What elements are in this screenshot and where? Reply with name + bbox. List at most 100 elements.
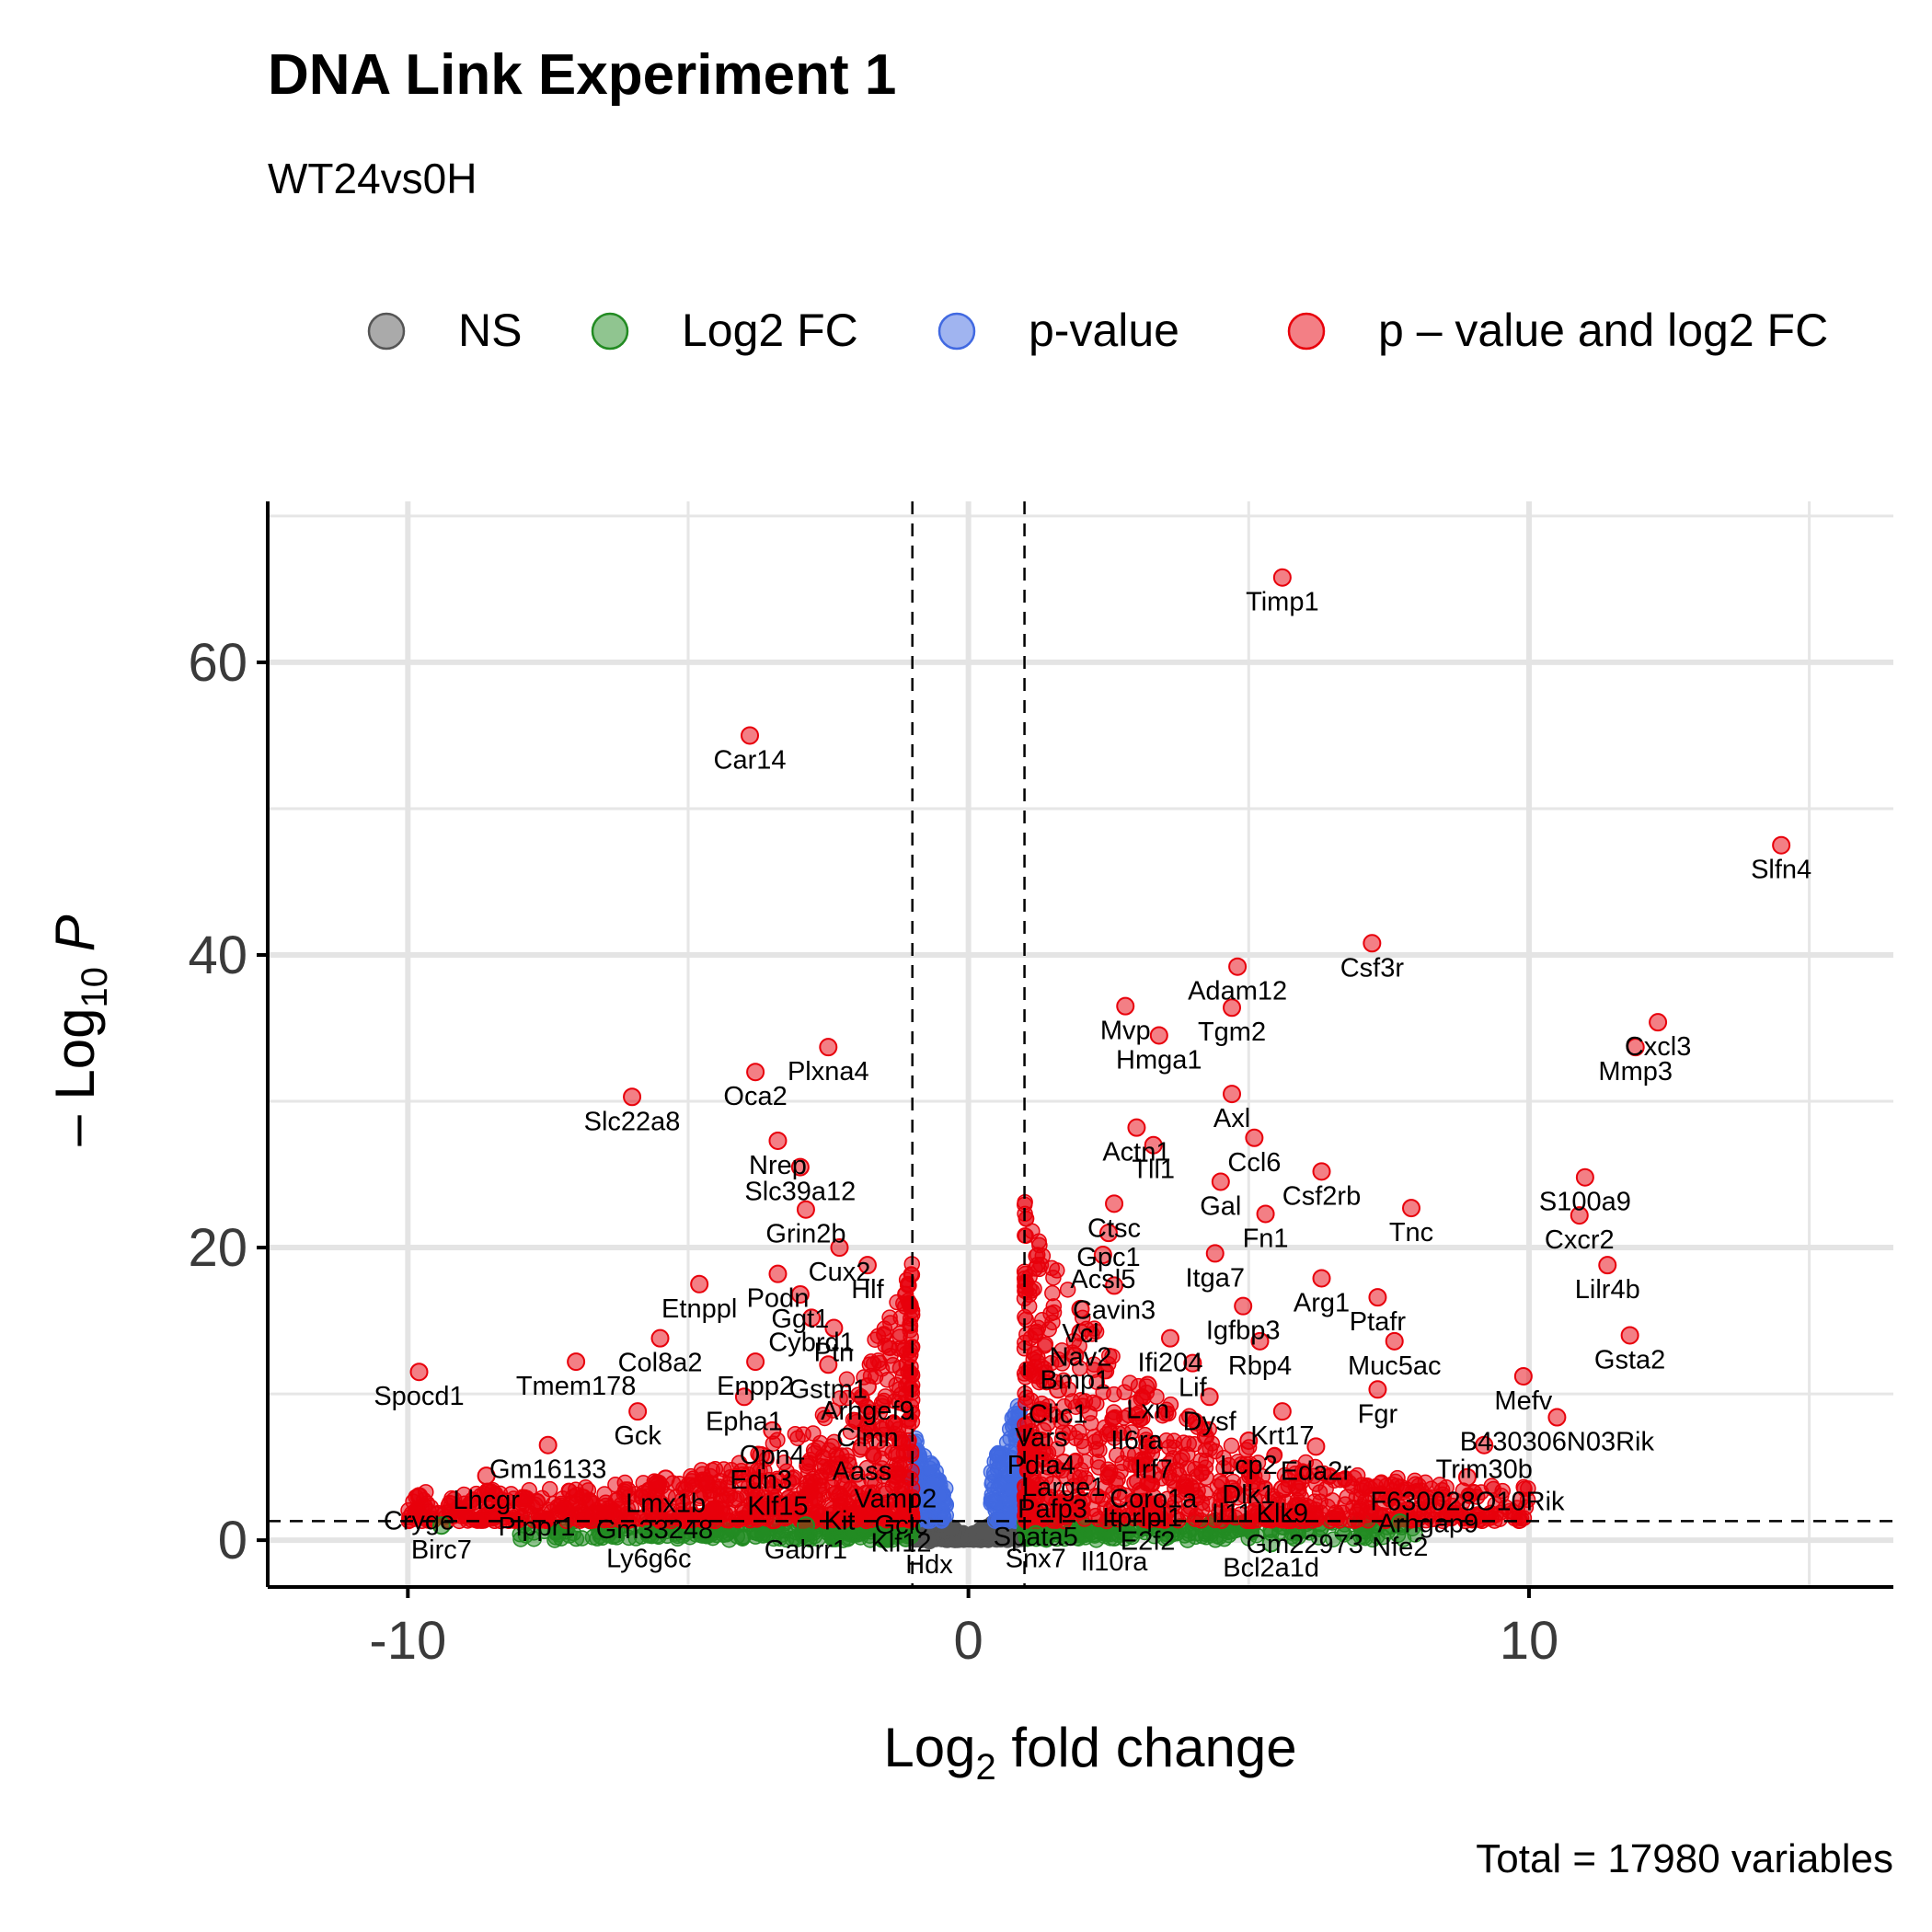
gene-point-gal xyxy=(1211,1172,1230,1191)
data-point xyxy=(1042,1305,1059,1322)
data-point xyxy=(1028,1327,1044,1344)
gene-label-il11: Il11 xyxy=(1212,1499,1253,1528)
gene-label-krt17: Krt17 xyxy=(1250,1421,1314,1451)
y-tick-label: 20 xyxy=(188,1218,247,1278)
data-point xyxy=(988,1446,1006,1463)
data-point xyxy=(750,1525,766,1542)
data-point xyxy=(1121,1374,1138,1391)
gene-point-oca2 xyxy=(746,1063,765,1082)
gene-label-csf2rb: Csf2rb xyxy=(1282,1181,1361,1211)
legend-marker-3 xyxy=(1287,312,1326,351)
data-point xyxy=(891,1328,908,1345)
gene-label-plxna4: Plxna4 xyxy=(788,1057,869,1087)
gene-label-lilr4b: Lilr4b xyxy=(1575,1275,1640,1305)
gene-point-kit xyxy=(830,1487,849,1506)
gene-point-slc22a8 xyxy=(623,1087,642,1107)
y-tick-label: 0 xyxy=(218,1511,247,1570)
gene-label-fn1: Fn1 xyxy=(1243,1224,1289,1253)
gene-point-tmem178 xyxy=(567,1352,586,1372)
gene-label-gm16133: Gm16133 xyxy=(489,1455,606,1485)
gene-point-actn1 xyxy=(1127,1118,1146,1137)
data-point xyxy=(1032,1256,1050,1273)
data-point xyxy=(1018,1210,1035,1227)
x-tick-label: -10 xyxy=(369,1611,446,1671)
gene-label-irf7: Irf7 xyxy=(1134,1455,1173,1485)
gene-point-csf2rb xyxy=(1312,1162,1331,1181)
gene-label-trim30b: Trim30b xyxy=(1436,1455,1533,1485)
data-point xyxy=(1312,1493,1328,1511)
data-point xyxy=(1197,1525,1213,1543)
gene-point-plppr1 xyxy=(527,1492,546,1512)
gene-label-slc39a12: Slc39a12 xyxy=(744,1178,856,1207)
gene-label-hlf: Hlf xyxy=(851,1275,884,1305)
gene-label-gsta2: Gsta2 xyxy=(1594,1345,1665,1374)
data-point xyxy=(1180,1435,1197,1452)
gene-point-arg1 xyxy=(1312,1269,1331,1288)
gene-label-klk9: Klk9 xyxy=(1257,1499,1308,1528)
gene-label-ptn: Ptn xyxy=(814,1339,855,1368)
gene-label-arhgef9: Arhgef9 xyxy=(821,1397,914,1426)
gene-point-podn xyxy=(768,1264,788,1283)
gene-label-plppr1: Plppr1 xyxy=(499,1512,576,1542)
caption: Total = 17980 variables xyxy=(1476,1836,1893,1881)
gene-label-il6ra: Il6ra xyxy=(1110,1426,1163,1455)
gene-label-kit: Kit xyxy=(824,1506,856,1535)
gene-label-hmga1: Hmga1 xyxy=(1116,1045,1202,1075)
gene-point-ctsc xyxy=(1105,1194,1124,1213)
y-axis-title: – Log10 P xyxy=(44,914,115,1145)
gene-point-igfbp3 xyxy=(1234,1296,1253,1316)
gene-label-enpp2: Enpp2 xyxy=(717,1372,794,1401)
gene-label-itga7: Itga7 xyxy=(1185,1263,1245,1293)
gene-label-fgr: Fgr xyxy=(1358,1399,1398,1429)
gene-label-tll1: Tll1 xyxy=(1132,1156,1175,1185)
gene-point-tnc xyxy=(1401,1199,1420,1218)
gene-label-cxcr2: Cxcr2 xyxy=(1545,1225,1615,1255)
data-point xyxy=(787,1425,804,1443)
gene-label-acsl5: Acsl5 xyxy=(1070,1265,1135,1294)
data-point xyxy=(1160,1439,1178,1455)
gene-label-mmp3: Mmp3 xyxy=(1598,1057,1673,1087)
legend-label-2: p-value xyxy=(1029,305,1179,356)
gene-point-spocd1 xyxy=(409,1363,429,1382)
gene-point-ptafr xyxy=(1368,1288,1387,1307)
gene-label-muc5ac: Muc5ac xyxy=(1348,1351,1442,1381)
gene-label-spocd1: Spocd1 xyxy=(374,1382,464,1411)
gene-point-nrep xyxy=(768,1131,788,1150)
gene-point-hmga1 xyxy=(1149,1026,1168,1045)
gene-label-lcp2: Lcp2 xyxy=(1220,1451,1278,1480)
gene-label-snx7: Snx7 xyxy=(1006,1545,1066,1574)
data-point xyxy=(922,1460,938,1478)
data-point xyxy=(1198,1469,1214,1486)
gene-point-etnppl xyxy=(690,1274,709,1294)
gene-point-cxcl3 xyxy=(1649,1013,1668,1032)
gene-label-ptafr: Ptafr xyxy=(1350,1307,1407,1337)
gene-point-mvp xyxy=(1116,996,1135,1016)
data-point xyxy=(1174,1449,1190,1466)
gene-point-slfn4 xyxy=(1772,835,1791,855)
gene-point-ifi204 xyxy=(1160,1328,1179,1348)
gene-label-b430306n03rik: B430306N03Rik xyxy=(1460,1428,1655,1457)
gene-label-ctsc: Ctsc xyxy=(1087,1213,1141,1243)
data-point xyxy=(1044,1284,1061,1302)
data-point xyxy=(728,1511,745,1527)
x-axis-title: Log2 fold change xyxy=(883,1717,1296,1788)
gene-point-lilr4b xyxy=(1598,1256,1617,1275)
data-point xyxy=(807,1490,824,1507)
data-point xyxy=(805,1425,822,1442)
gene-point-mefv xyxy=(1513,1366,1533,1386)
gene-label-tgm2: Tgm2 xyxy=(1198,1018,1266,1047)
gene-point-gm16133 xyxy=(538,1435,558,1455)
gene-label-eda2r: Eda2r xyxy=(1281,1456,1352,1486)
data-point xyxy=(735,1528,752,1545)
legend-label-1: Log2 FC xyxy=(682,305,858,356)
gene-label-lhcgr: Lhcgr xyxy=(453,1486,520,1515)
gene-point-itga7 xyxy=(1205,1244,1225,1263)
gene-label-ly6g6c: Ly6g6c xyxy=(606,1545,691,1574)
data-point xyxy=(704,1500,721,1517)
gene-point-gsta2 xyxy=(1620,1326,1639,1345)
gene-label-gck: Gck xyxy=(614,1421,661,1451)
data-point xyxy=(814,1448,832,1466)
legend-label-0: NS xyxy=(458,305,522,356)
gene-point-fn1 xyxy=(1256,1204,1275,1224)
